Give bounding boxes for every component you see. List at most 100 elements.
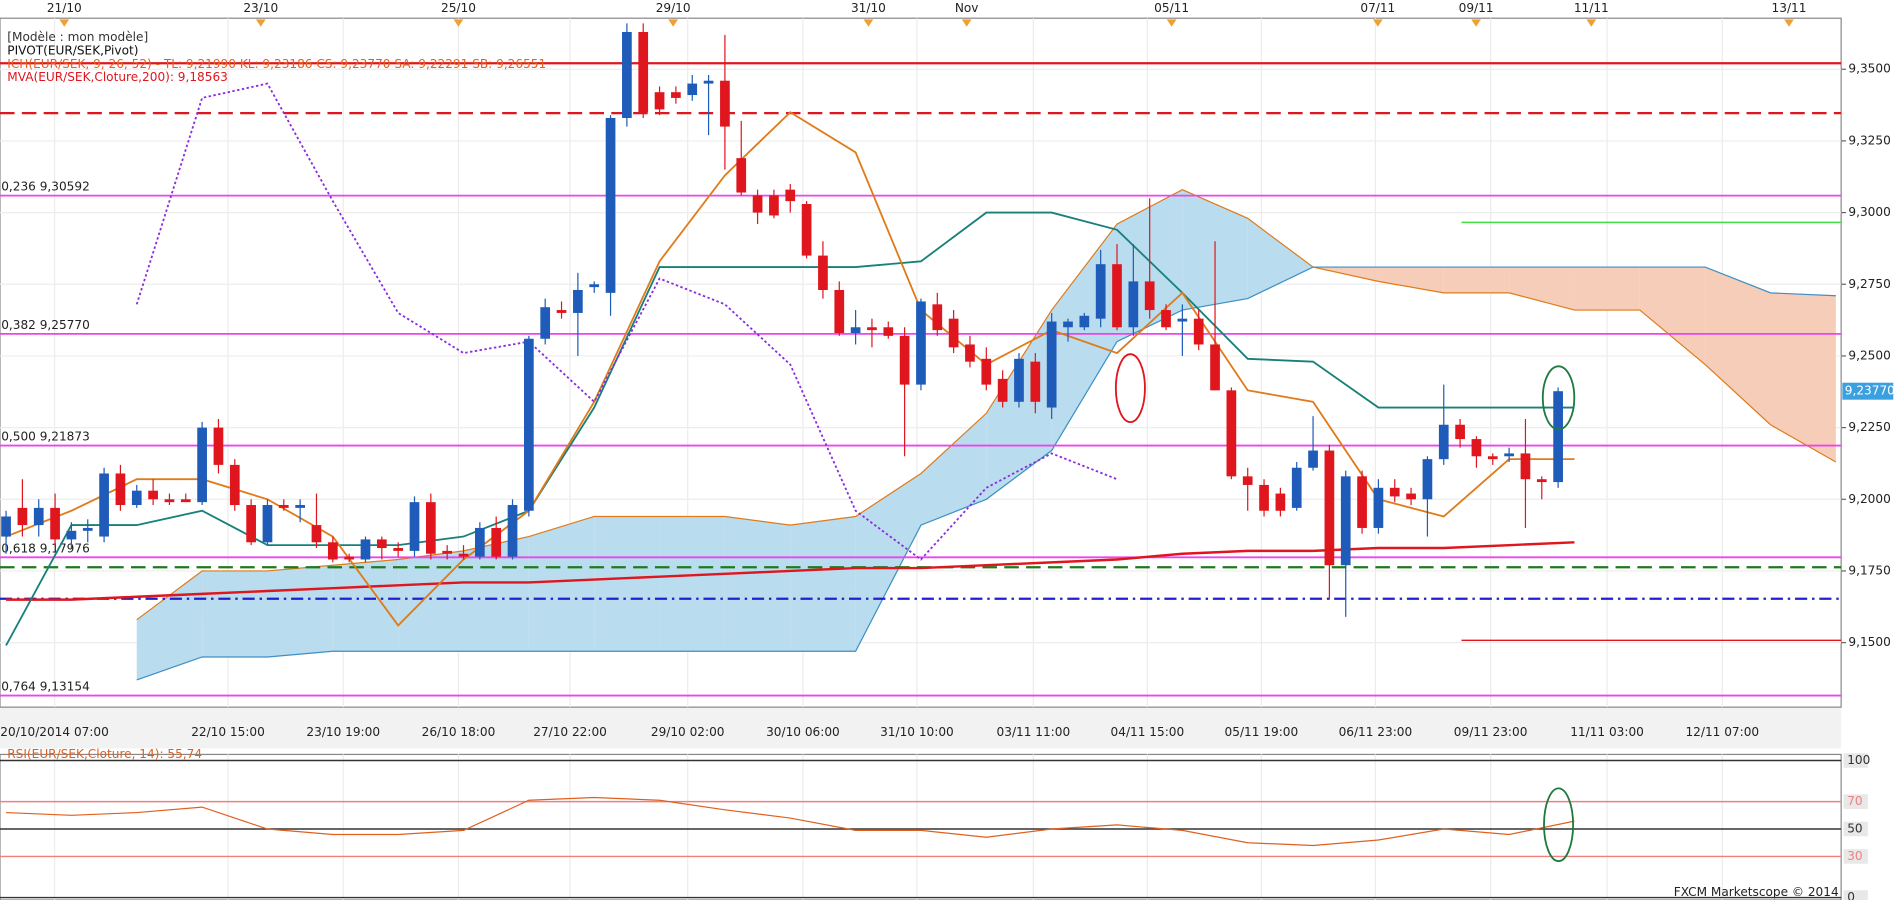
cloud-segment xyxy=(332,559,399,652)
candle-body xyxy=(801,203,812,256)
fib-label: 0,500 9,21873 xyxy=(1,430,90,444)
candle-body xyxy=(589,284,600,288)
x-tick-label: 20/10/2014 07:00 xyxy=(0,725,109,739)
main-frame xyxy=(0,17,1842,708)
candle-body xyxy=(1046,321,1057,408)
candle-body xyxy=(507,505,518,557)
candle-body xyxy=(736,158,747,193)
x-tick-label: 29/10 02:00 xyxy=(651,725,725,739)
indicator-line xyxy=(6,541,1575,601)
candle-body xyxy=(229,464,240,506)
candle-body xyxy=(1063,321,1073,328)
rsi-tick-box xyxy=(1843,821,1868,837)
candle-body xyxy=(720,80,730,127)
rsi-tick-box xyxy=(1843,794,1868,809)
price-tag-label: 9,23770 xyxy=(1845,384,1895,398)
candle-body xyxy=(850,327,861,334)
date-marker xyxy=(1586,19,1597,27)
rsi-tick-label: 50 xyxy=(1847,822,1862,836)
candle-body xyxy=(164,499,175,503)
candle-body xyxy=(540,307,551,339)
candle-body xyxy=(1014,358,1024,402)
cloud-segment xyxy=(659,516,725,652)
cloud-segment xyxy=(1378,267,1444,293)
candle-body xyxy=(1259,484,1269,511)
x-tick-label: 05/11 19:00 xyxy=(1225,725,1299,739)
top-date-label: 07/11 xyxy=(1360,1,1395,15)
cloud-segment xyxy=(594,516,660,652)
top-date-label: 21/10 xyxy=(47,1,82,15)
candle-body xyxy=(180,499,191,503)
candle-body xyxy=(1536,479,1547,483)
date-marker xyxy=(1166,19,1177,27)
candle-body xyxy=(1487,456,1498,460)
candle-body xyxy=(295,505,305,508)
candle-body xyxy=(262,505,273,543)
x-tick-label: 26/10 18:00 xyxy=(422,725,496,739)
y-tick-label: 9,3500 xyxy=(1848,62,1890,76)
cloud-segment xyxy=(790,516,856,652)
fib-label: 0,236 9,30592 xyxy=(1,180,90,194)
candle-body xyxy=(703,80,714,84)
rsi-tick-label: 0 xyxy=(1847,890,1855,900)
rsi-tick-label: 100 xyxy=(1847,753,1870,767)
x-tick-label: 30/10 06:00 xyxy=(766,725,840,739)
candle-body xyxy=(344,556,355,560)
footer: FXCM Marketscope © 2014 xyxy=(1674,885,1839,899)
candle-body xyxy=(1242,476,1253,485)
candle-body xyxy=(1455,424,1465,440)
y-tick-label: 9,2000 xyxy=(1848,492,1890,506)
candle-body xyxy=(638,31,649,113)
candle-body xyxy=(1324,450,1335,566)
candle-body xyxy=(278,505,289,508)
candle-body xyxy=(687,83,698,96)
candle-body xyxy=(17,507,28,526)
annotation-ellipse xyxy=(1543,787,1575,863)
candle-body xyxy=(311,525,322,543)
candle-body xyxy=(246,505,256,543)
candle-body xyxy=(932,304,943,331)
candle-body xyxy=(867,327,877,331)
candle-body xyxy=(327,542,338,560)
x-tick-label: 27/10 22:00 xyxy=(533,725,607,739)
candle-body xyxy=(1177,318,1188,322)
cloud-segment xyxy=(1770,292,1836,463)
candle-body xyxy=(33,507,44,526)
candle-body xyxy=(1,516,11,537)
cloud-segment xyxy=(528,516,595,652)
candle-body xyxy=(883,327,894,336)
x-tick-label: 06/11 23:00 xyxy=(1339,725,1413,739)
y-tick-label: 9,2500 xyxy=(1848,348,1890,362)
x-tick-label: 03/11 11:00 xyxy=(997,725,1071,739)
top-date-label: 13/11 xyxy=(1772,1,1807,15)
cloud-segment xyxy=(136,570,203,680)
cloud-segment xyxy=(1705,267,1771,425)
date-marker xyxy=(255,19,266,27)
y-tick-label: 9,2750 xyxy=(1848,277,1890,291)
top-date-label: 05/11 xyxy=(1154,1,1189,15)
candle-body xyxy=(82,527,93,531)
candle-body xyxy=(671,92,681,98)
x-tick-label: 09/11 23:00 xyxy=(1454,725,1528,739)
x-tick-label: 11/11 03:00 xyxy=(1570,725,1644,739)
candle-body xyxy=(785,189,796,202)
legend-line: ICH(EUR/SEK, 9, 26, 52) - TL: 9,21990 KL… xyxy=(7,57,546,71)
cloud-segment xyxy=(1247,218,1314,299)
candle-body xyxy=(1112,264,1122,328)
candle-body xyxy=(442,550,453,554)
cloud-segment xyxy=(398,550,464,652)
candle-body xyxy=(1128,281,1139,328)
top-date-label: 11/11 xyxy=(1574,1,1609,15)
candle-body xyxy=(1438,424,1449,460)
cloud-segment xyxy=(1509,267,1575,311)
cloud-edge xyxy=(136,266,1836,681)
legend-line: [Modèle : mon modèle] xyxy=(7,30,148,44)
candle-body xyxy=(1193,318,1204,345)
candle-body xyxy=(524,338,534,511)
candle-body xyxy=(605,117,616,293)
cloud-segment xyxy=(463,536,529,652)
candle-body xyxy=(1275,493,1286,511)
candle-body xyxy=(965,344,975,362)
